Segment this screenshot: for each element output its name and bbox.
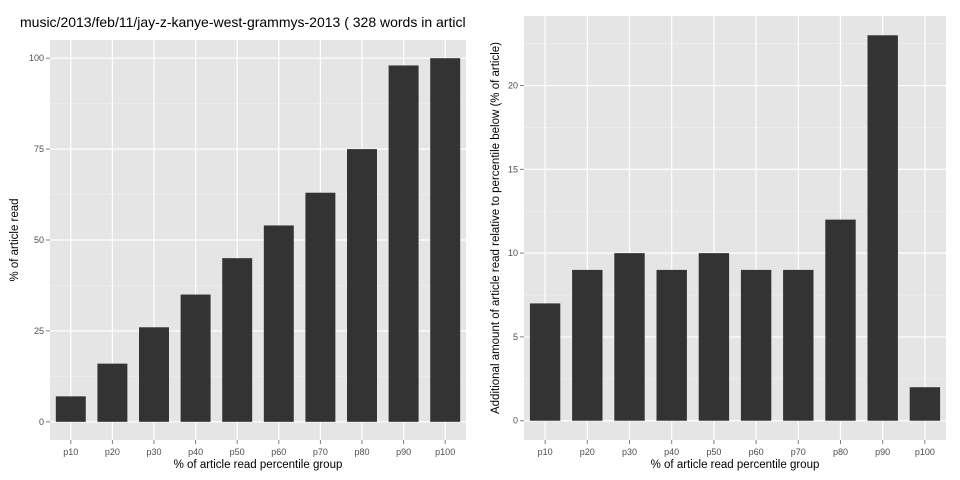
panel2-bar-p40 xyxy=(656,269,687,421)
panel1-bar-p40 xyxy=(180,294,211,422)
panel1-bar-p100 xyxy=(430,58,461,422)
panel2-bar-p90 xyxy=(867,35,898,421)
panel2-x-tick-label-p20: p20 xyxy=(580,447,595,457)
panel1-y-tick-label: 25 xyxy=(34,326,44,336)
panel2-y-tick-label: 20 xyxy=(508,81,518,91)
panel2-x-tick-label-p90: p90 xyxy=(875,447,890,457)
panel1-x-tick-label-p40: p40 xyxy=(188,447,203,457)
panel1-y-tick-label: 100 xyxy=(29,53,44,63)
panel2-x-tick-label-p70: p70 xyxy=(791,447,806,457)
chart-title: music/2013/feb/11/jay-z-kanye-west-gramm… xyxy=(20,14,466,30)
panel2-y-tick-label: 5 xyxy=(513,332,518,342)
panel1-x-tick-label-p50: p50 xyxy=(230,447,245,457)
panel2-bar-p60 xyxy=(740,269,772,421)
panel2-bar-p50 xyxy=(698,253,730,421)
panel1-x-tick-label-p100: p100 xyxy=(435,447,455,457)
panel1-bar-p70 xyxy=(305,192,336,422)
panel1-x-tick-label-p10: p10 xyxy=(63,447,78,457)
panel2-x-tick-label-p50: p50 xyxy=(706,447,721,457)
panel2-x-tick-label-p60: p60 xyxy=(749,447,764,457)
panel1-bar-p20 xyxy=(97,363,128,422)
panel1-x-axis-label: % of article read percentile group xyxy=(174,459,343,471)
panel1-bar-p60 xyxy=(263,225,294,422)
panel1-y-tick-label: 50 xyxy=(34,235,44,245)
panel2-bar-p100 xyxy=(909,387,941,421)
panel2-y-axis-label: Additional amount of article read relati… xyxy=(490,42,502,414)
panel2-x-tick-label-p80: p80 xyxy=(833,447,848,457)
panel1-y-tick-label: 0 xyxy=(39,417,44,427)
panel2-y-tick-label: 15 xyxy=(508,164,518,174)
panel1-bar-p50 xyxy=(222,258,253,422)
panel2-bar-p10 xyxy=(529,303,561,421)
panel1-bar-p30 xyxy=(139,327,169,422)
panel1-x-tick-label-p90: p90 xyxy=(396,447,411,457)
panel1-x-tick-label-p60: p60 xyxy=(271,447,286,457)
panel1-bar-p10 xyxy=(55,396,86,422)
panel2-y-tick-label: 0 xyxy=(513,416,518,426)
panel1-x-tick-label-p20: p20 xyxy=(105,447,120,457)
panel1-x-tick-label-p70: p70 xyxy=(313,447,328,457)
panel2-bar-p20 xyxy=(572,269,603,421)
panel2-bar-p80 xyxy=(825,219,856,421)
panel2-bar-p70 xyxy=(783,269,814,421)
panel1-bar-p90 xyxy=(388,65,419,422)
panel1-x-tick-label-p30: p30 xyxy=(146,447,161,457)
panel2-x-tick-label-p10: p10 xyxy=(538,447,553,457)
panel2-x-tick-label-p40: p40 xyxy=(664,447,679,457)
panel2-bar-p30 xyxy=(614,253,645,421)
panel1-y-axis-label: % of article read xyxy=(9,198,21,281)
panel1-y-tick-label: 75 xyxy=(34,144,44,154)
panel2-x-tick-label-p30: p30 xyxy=(622,447,637,457)
panel1-x-tick-label-p80: p80 xyxy=(354,447,369,457)
panel1-bar-p80 xyxy=(347,149,377,422)
panel2-x-tick-label-p100: p100 xyxy=(915,447,935,457)
panel2-x-axis-label: % of article read percentile group xyxy=(651,459,820,471)
panel2-y-tick-label: 10 xyxy=(508,248,518,258)
